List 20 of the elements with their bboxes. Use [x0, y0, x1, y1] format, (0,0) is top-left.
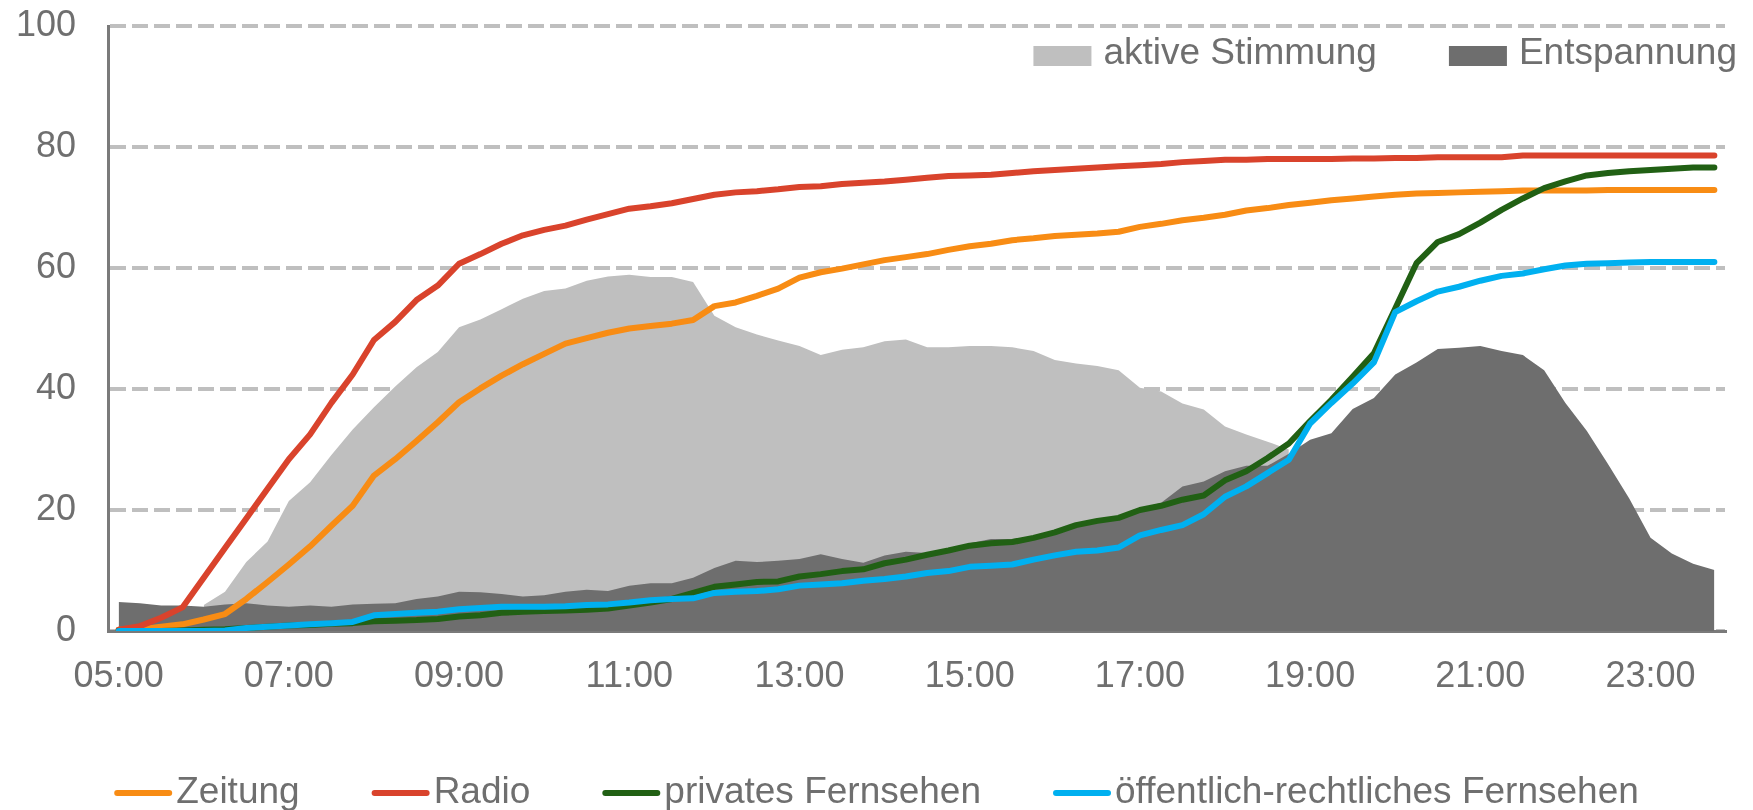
x-tick-label: 17:00	[1094, 653, 1185, 695]
x-tick-label: 13:00	[754, 653, 845, 695]
x-tick-label: 21:00	[1435, 653, 1526, 695]
y-tick-label: 20	[35, 486, 76, 528]
y-tick-label: 40	[35, 365, 76, 407]
x-tick-label: 07:00	[243, 653, 334, 695]
x-tick-label: 19:00	[1265, 653, 1356, 695]
x-tick-label: 05:00	[73, 653, 164, 695]
x-tick-label: 11:00	[585, 653, 673, 695]
y-tick-label: 0	[55, 607, 76, 649]
legend-label: Radio	[433, 770, 531, 810]
legend-label: öffentlich-rechtliches Fernsehen	[1115, 770, 1639, 810]
x-tick-label: 15:00	[924, 653, 1015, 695]
y-tick-label: 100	[15, 2, 76, 44]
y-tick-label: 60	[35, 244, 76, 286]
legend-label: Entspannung	[1518, 31, 1738, 73]
x-tick-label: 23:00	[1605, 653, 1696, 695]
legend-label: aktive Stimmung	[1103, 31, 1377, 73]
y-tick-label: 80	[35, 123, 76, 165]
x-tick-label: 09:00	[414, 653, 505, 695]
